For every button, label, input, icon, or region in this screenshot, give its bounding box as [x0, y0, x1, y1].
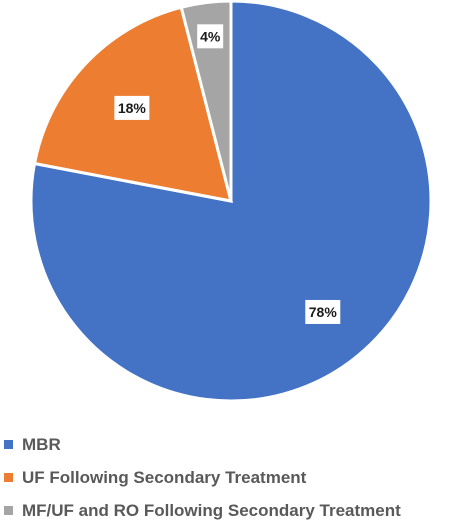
svg-text:18%: 18%	[118, 100, 147, 116]
data-label-mf-uf-ro: 4%	[197, 24, 224, 49]
legend-swatch-uf	[4, 473, 13, 482]
legend-item-mf-uf-ro: MF/UF and RO Following Secondary Treatme…	[4, 494, 401, 527]
legend-item-mbr: MBR	[4, 428, 401, 461]
svg-text:78%: 78%	[309, 304, 338, 320]
data-label-uf: 18%	[114, 95, 150, 120]
legend-item-uf: UF Following Secondary Treatment	[4, 461, 401, 494]
pie-chart: 78% 18% 4%	[29, 0, 433, 403]
pie-slice-mf-uf-ro	[179, 0, 233, 202]
svg-text:4%: 4%	[200, 28, 221, 44]
legend-label-uf: UF Following Secondary Treatment	[22, 467, 307, 487]
legend-label-mbr: MBR	[22, 434, 61, 454]
data-label-mbr: 78%	[305, 299, 341, 324]
legend-swatch-mbr	[4, 440, 13, 449]
legend: MBR UF Following Secondary Treatment MF/…	[4, 428, 401, 527]
legend-swatch-mf-uf-ro	[4, 506, 13, 515]
legend-label-mf-uf-ro: MF/UF and RO Following Secondary Treatme…	[22, 500, 401, 520]
